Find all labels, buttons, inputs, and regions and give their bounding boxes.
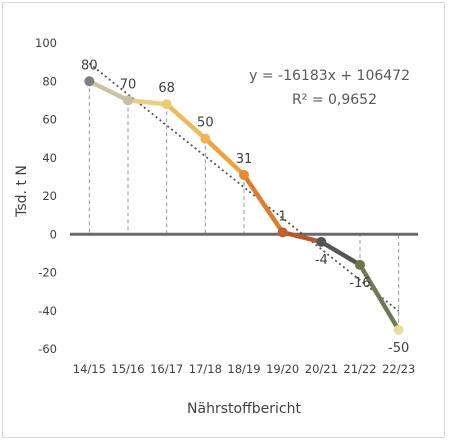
y-axis-ticks: 100 80 60 40 20 0 -20 -40 -60 (35, 36, 57, 356)
data-label: 80 (81, 58, 98, 73)
trend-r-squared: R² = 0,9652 (292, 92, 377, 108)
data-point (123, 95, 133, 106)
series-segment (319, 239, 363, 268)
series-markers (84, 76, 404, 335)
y-tick-label: -20 (38, 266, 57, 280)
trend-line (88, 62, 400, 312)
chart-frame (2, 2, 445, 438)
series-segment (87, 79, 131, 103)
data-point (277, 227, 288, 238)
data-label: -16 (349, 276, 370, 291)
data-label: 50 (197, 116, 214, 131)
series-segments (87, 79, 401, 333)
series-segment (125, 98, 169, 107)
x-tick-label: 20/21 (305, 362, 338, 376)
data-label: 1 (279, 209, 287, 224)
data-label: 68 (158, 81, 175, 96)
data-label: 70 (120, 77, 137, 92)
y-tick-label: 20 (42, 189, 57, 203)
x-axis-ticks: 14/15 15/16 16/17 17/18 18/19 19/20 20/21 21/22… (73, 362, 415, 376)
x-tick-label: 21/22 (343, 362, 376, 376)
y-tick-label: -60 (38, 342, 57, 356)
data-point (200, 133, 211, 144)
data-point (84, 76, 95, 87)
series-segment (241, 172, 285, 235)
y-tick-label: 0 (50, 227, 57, 241)
data-point (316, 236, 327, 247)
x-tick-label: 19/20 (266, 362, 299, 376)
series-segment (164, 101, 208, 141)
y-tick-label: -40 (38, 304, 57, 318)
x-tick-label: 17/18 (189, 362, 222, 376)
y-tick-label: 80 (42, 74, 57, 88)
trend-equation: y = -16183x + 106472 (249, 68, 410, 84)
data-labels: 80 70 68 50 31 1 -4 -16 -50 (81, 58, 409, 356)
y-tick-label: 60 (42, 113, 57, 127)
x-tick-label: 15/16 (111, 362, 144, 376)
data-point (239, 169, 249, 180)
series-segment (357, 262, 401, 333)
data-label: 31 (236, 152, 253, 167)
data-label: -50 (388, 341, 409, 356)
y-axis-title: Tsd. t N (14, 165, 30, 218)
x-axis-title: Nährstoffbericht (187, 401, 301, 417)
drop-lines (88, 81, 400, 330)
x-tick-label: 22/23 (382, 362, 415, 376)
series-segment (203, 136, 247, 178)
x-tick-label: 18/19 (227, 362, 260, 376)
data-point (355, 259, 365, 270)
y-tick-label: 40 (42, 151, 57, 165)
x-tick-label: 16/17 (150, 362, 183, 376)
x-tick-label: 14/15 (73, 362, 106, 376)
series-segment (280, 230, 324, 245)
data-point (393, 324, 404, 335)
data-label: -4 (315, 253, 328, 268)
data-point (161, 99, 172, 110)
y-tick-label: 100 (35, 36, 57, 50)
